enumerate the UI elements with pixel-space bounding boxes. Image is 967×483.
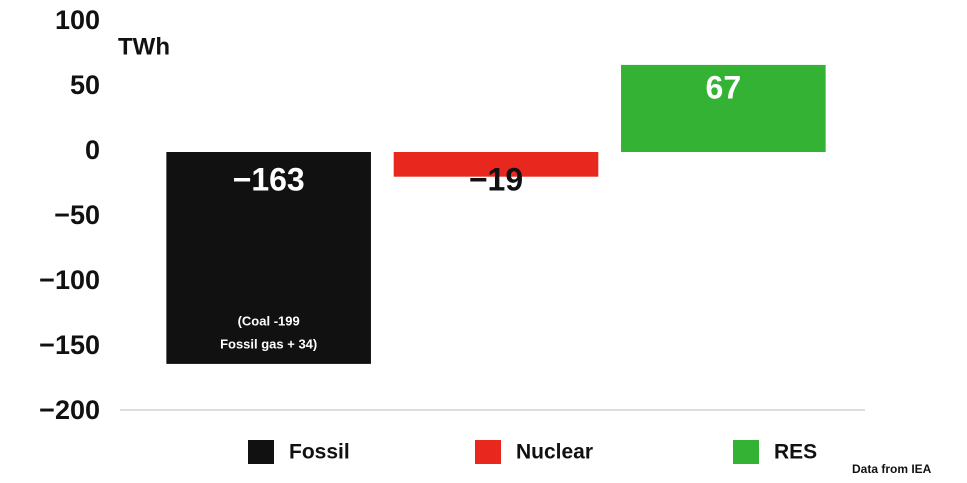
annotation: (Coal -199: [238, 313, 300, 328]
y-tick-label: 0: [85, 135, 100, 165]
unit-label: TWh: [118, 33, 170, 60]
annotation: Fossil gas + 34): [220, 336, 317, 351]
value-label: −19: [469, 161, 523, 197]
bar: [393, 152, 599, 177]
legend-label: Nuclear: [516, 441, 593, 464]
value-label: 67: [706, 69, 742, 105]
y-tick-label: −200: [39, 395, 100, 425]
value-label: −163: [233, 161, 305, 197]
source-note: Data from IEA: [852, 462, 932, 476]
legend-swatch: [248, 440, 274, 464]
y-tick-label: −50: [54, 200, 100, 230]
legend-label: Fossil: [289, 441, 350, 464]
legend-swatch: [733, 440, 759, 464]
legend-label: RES: [774, 441, 817, 464]
bar: [621, 64, 826, 152]
y-tick-label: 100: [55, 5, 100, 35]
y-tick-label: −100: [39, 265, 100, 295]
legend-swatch: [475, 440, 501, 464]
y-tick-label: 50: [70, 70, 100, 100]
y-tick-label: −150: [39, 330, 100, 360]
bar: [166, 152, 371, 364]
